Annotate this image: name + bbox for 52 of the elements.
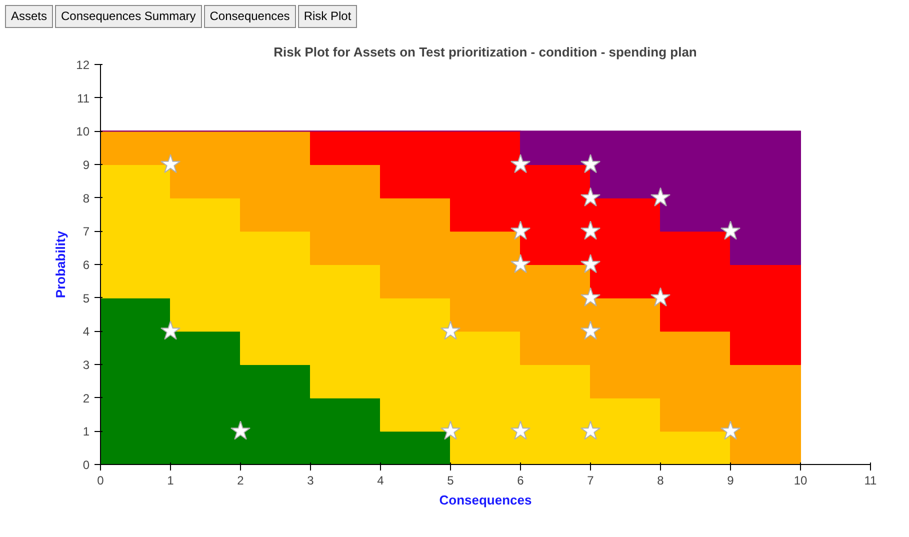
point xyxy=(580,287,601,306)
y-tick-label: 5 xyxy=(82,291,90,306)
y-tick-label: 8 xyxy=(82,191,90,206)
x-axis-title: Consequences xyxy=(439,492,532,508)
point xyxy=(510,154,531,174)
x-tick-label: 3 xyxy=(307,474,314,488)
point xyxy=(580,187,601,206)
chart-title: Risk Plot for Assets on Test prioritization - condition - spending plan xyxy=(274,44,697,60)
y-tick-label: 0 xyxy=(82,458,90,472)
y-tick-label: 1 xyxy=(82,424,90,439)
x-tick-label: 6 xyxy=(517,474,524,488)
y-tick-label: 12 xyxy=(76,58,90,72)
x-tick-label: 11 xyxy=(864,474,878,488)
point xyxy=(580,254,601,274)
x-tick-label: 9 xyxy=(727,474,734,488)
y-tick-label: 6 xyxy=(82,258,90,272)
x-tick-label: 5 xyxy=(447,474,454,488)
y-tick-label: 7 xyxy=(82,224,90,239)
point xyxy=(160,320,181,340)
y-tick-label: 2 xyxy=(82,391,90,406)
point xyxy=(440,420,461,440)
point xyxy=(580,320,601,340)
point xyxy=(650,287,671,306)
x-tick-label: 8 xyxy=(657,474,664,488)
y-axis-title: Probability xyxy=(53,230,68,298)
point xyxy=(580,420,601,440)
point xyxy=(160,154,181,174)
point xyxy=(510,220,531,240)
point xyxy=(720,220,741,240)
text: Consequences Summary xyxy=(55,5,202,28)
x-tick-label: 2 xyxy=(237,474,244,488)
point xyxy=(720,420,741,440)
x-tick-label: 7 xyxy=(587,474,594,488)
y-tick-label: 9 xyxy=(82,158,90,172)
text: Assets xyxy=(5,5,54,28)
point xyxy=(650,187,671,206)
y-tick-label: 11 xyxy=(77,91,90,106)
x-tick-label: 0 xyxy=(97,474,104,488)
y-tick-label: 10 xyxy=(76,124,90,139)
point xyxy=(230,420,251,440)
x-tick-label: 10 xyxy=(794,474,808,488)
y-tick-label: 3 xyxy=(82,358,90,372)
point xyxy=(440,320,461,340)
point xyxy=(510,420,531,440)
point xyxy=(510,254,531,274)
x-tick-label: 4 xyxy=(377,474,384,488)
text: Risk Plot xyxy=(298,5,358,28)
point xyxy=(580,154,601,174)
x-tick-label: 1 xyxy=(167,474,174,488)
text: Consequences xyxy=(204,5,296,28)
y-tick-label: 4 xyxy=(82,324,90,339)
point xyxy=(580,220,601,240)
